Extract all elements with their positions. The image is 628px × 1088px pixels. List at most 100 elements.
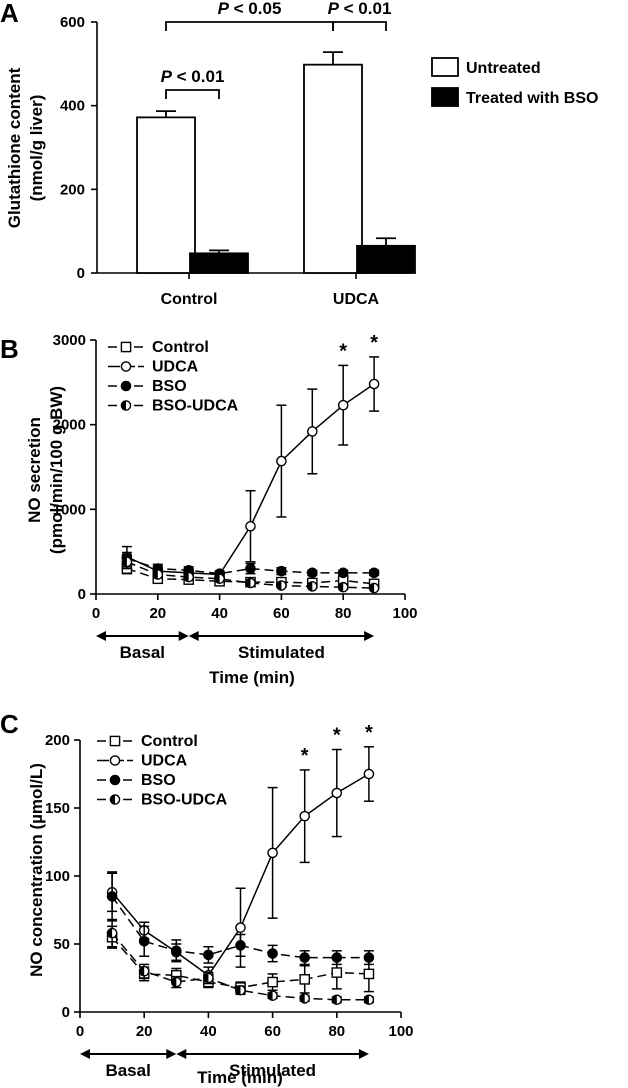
panel-b-y-axis-title: NO secretion (pmol/min/100 g BW) <box>25 386 66 554</box>
panel-b-phase-arrowhead-right <box>364 631 375 641</box>
panel-b-phase-arrowhead-right <box>178 631 189 641</box>
panel-c-phase-label-stimulated: Stimulated <box>229 1061 316 1080</box>
panel-c-legend-label-bso: BSO <box>141 772 176 789</box>
panel-b-phase-label-basal: Basal <box>120 643 165 662</box>
panel-c: C NO concentration (µmol/L) 050100150200… <box>0 709 414 1087</box>
panel-c-point-bso-udca-fill <box>364 995 369 1005</box>
panel-b-ytick-label: 3000 <box>53 332 86 349</box>
panel-c-series-bso <box>106 871 375 966</box>
panel-b-point-bso-udca-fill <box>369 583 375 593</box>
panel-b-significance-star: * <box>370 332 378 354</box>
panel-c-legend-label-bso-udca: BSO-UDCA <box>141 792 228 809</box>
panel-c-legend-marker-bso-udca-fill <box>110 794 115 805</box>
panel-a: A Glutathione content (nmol/g liver) 0 20… <box>0 0 598 308</box>
panel-b-point-bso-udca-fill <box>245 578 251 588</box>
panel-b-point-udca <box>306 426 318 437</box>
panel-c-point-bso <box>299 952 311 963</box>
panel-b-point-bso-udca-fill <box>122 557 127 567</box>
panel-b-point-bso-udca <box>337 581 349 593</box>
panel-c-point-udca <box>331 787 343 799</box>
panel-c-phase-arrowhead-right <box>166 1049 177 1059</box>
panel-c-y-axis-title: NO concentration (µmol/L) <box>27 763 46 977</box>
panel-b-point-udca <box>337 399 349 411</box>
panel-a-bar-control-untreated <box>136 116 196 274</box>
panel-c-ytick-label: 100 <box>45 868 70 885</box>
panel-c-ytick-label: 200 <box>45 732 70 749</box>
panel-b: B NO secretion (pmol/min/100 g BW) 01000… <box>0 332 418 687</box>
panel-b-point-bso-udca <box>245 577 256 589</box>
panel-a-bar-control-treated-with-bso <box>189 252 249 274</box>
panel-c-point-bso-udca-fill <box>171 977 177 987</box>
panel-c-xtick-label: 100 <box>388 1023 413 1040</box>
panel-c-point-udca <box>363 768 375 780</box>
panel-c-xtick-label: 0 <box>76 1023 84 1040</box>
panel-b-point-bso <box>368 567 380 579</box>
panel-c-point-bso-udca-fill <box>300 993 305 1003</box>
panel-c-point-udca <box>267 847 278 859</box>
panel-c-significance-star: * <box>301 745 309 767</box>
panel-b-point-bso <box>306 567 318 579</box>
panel-c-ytick-label: 150 <box>45 800 70 817</box>
panel-c-letter: C <box>0 709 19 739</box>
panel-b-point-bso-udca <box>152 569 164 580</box>
panel-b-point-bso <box>337 567 349 579</box>
panel-b-ytick-label: 0 <box>78 586 86 603</box>
panel-c-point-bso-udca <box>299 993 311 1004</box>
panel-c-point-bso-udca <box>138 965 150 977</box>
panel-b-legend-marker-bso-udca-fill <box>121 400 126 411</box>
panel-b-significance-star: * <box>339 340 347 362</box>
panel-a-legend-swatch-treated-with-bso <box>431 87 459 107</box>
panel-a-legend: Untreated Treated with BSO <box>431 57 598 107</box>
panel-a-bracket-between-groups-label: P < 0.05 <box>218 0 282 18</box>
panel-b-ylabel-line1: NO secretion <box>25 417 44 523</box>
panel-c-ytick-label: 50 <box>53 936 70 953</box>
panel-a-bracket-control <box>165 89 220 99</box>
panel-b-ytick-label: 1000 <box>53 501 86 518</box>
panel-b-point-bso-udca-fill <box>184 572 189 582</box>
panel-b-legend-marker-udca <box>120 361 132 372</box>
panel-a-bars <box>136 51 416 274</box>
panel-a-legend-label-untreated: Untreated <box>466 60 541 77</box>
panel-c-legend-marker-bso-udca <box>109 794 121 805</box>
panel-c-point-bso <box>267 948 278 959</box>
panel-c-ytick-label: 0 <box>62 1004 70 1021</box>
panel-a-bar-udca-treated-with-bso <box>356 244 416 274</box>
panel-c-point-control <box>299 974 311 985</box>
panel-a-y-axis-title: Glutathione content (nmol/g liver) <box>5 67 46 228</box>
panel-c-point-control <box>363 968 375 980</box>
panel-b-xtick-label: 40 <box>211 605 228 622</box>
panel-b-legend-marker-bso <box>120 380 132 392</box>
panel-a-bracket-control-label: P < 0.01 <box>161 67 225 86</box>
panel-b-point-bso-udca <box>276 580 287 591</box>
panel-a-letter: A <box>0 0 19 28</box>
panel-b-ylabel-line2: (pmol/min/100 g BW) <box>47 386 66 554</box>
panel-b-legend: Control UDCA BSO BSO-UDCA <box>108 339 239 415</box>
panel-a-category-label: Control <box>161 291 218 308</box>
panel-c-xtick-label: 80 <box>328 1023 345 1040</box>
panel-c-phase-stimulated: Stimulated <box>176 1049 369 1080</box>
panel-b-legend-label-bso: BSO <box>152 378 187 395</box>
panel-b-point-bso-udca <box>368 582 380 594</box>
panel-b-point-bso-udca-fill <box>153 569 158 580</box>
panel-c-point-udca <box>235 922 246 933</box>
panel-c-phase-label-basal: Basal <box>105 1061 150 1080</box>
panel-c-point-bso <box>138 935 150 947</box>
panel-c-legend-item-bso: BSO <box>97 772 176 789</box>
panel-b-phase-basal: Basal <box>96 631 189 662</box>
panel-b-legend-item-udca: UDCA <box>108 359 199 376</box>
panel-c-phase-basal: Basal <box>80 1049 177 1080</box>
panel-b-series-bso <box>121 551 380 579</box>
panel-b-legend-marker-bso-udca <box>120 400 132 411</box>
panel-b-point-bso <box>245 563 256 574</box>
panel-c-point-bso-udca <box>203 972 214 984</box>
panel-c-xtick-label: 20 <box>136 1023 153 1040</box>
panel-a-ylabel-line1: Glutathione content <box>5 67 24 228</box>
panel-c-phase-arrowhead-left <box>176 1049 187 1059</box>
panel-c-phase-arrowhead-right <box>358 1049 369 1059</box>
panel-c-point-control <box>331 967 343 978</box>
panel-c-point-bso <box>106 891 118 902</box>
panel-c-xlabel: Time (min) <box>197 1068 283 1087</box>
panel-b-point-udca <box>368 378 380 390</box>
panel-c-series-bso-udca <box>106 918 375 1006</box>
